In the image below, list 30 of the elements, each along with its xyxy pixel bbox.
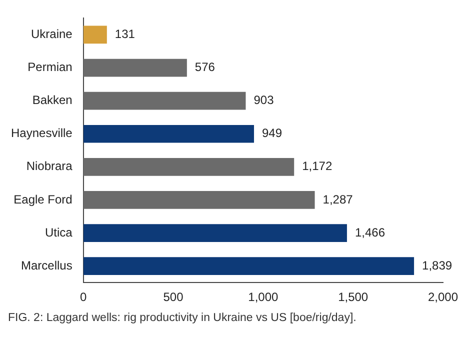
bar (83, 191, 315, 209)
x-tick-label: 1,500 (338, 290, 368, 304)
data-label: 1,839 (422, 258, 452, 272)
bar (83, 26, 107, 44)
y-tick-label: Permian (28, 60, 72, 74)
data-label: 903 (254, 93, 274, 108)
text: FIG. 2: Laggard wells: rig productivity in Ukraine vs US [boe/rig/day]. (8, 312, 358, 324)
data-label: 1,172 (302, 159, 332, 174)
x-tick-label: 2,000 (428, 290, 458, 304)
data-label: 1,466 (354, 225, 386, 240)
bar (83, 58, 187, 77)
bar (83, 92, 246, 110)
y-tick-label: Eagle Ford (14, 192, 72, 206)
bar (83, 158, 294, 176)
y-tick-label: Niobrara (26, 159, 73, 174)
y-tick-label: Utica (45, 225, 73, 240)
data-label: 1,287 (322, 192, 354, 206)
y-tick-label: Marcellus (21, 258, 72, 272)
y-tick-label: Bakken (32, 93, 72, 108)
bar (83, 257, 414, 275)
x-tick-label: 500 (163, 290, 184, 304)
data-label: 131 (114, 27, 136, 42)
bar (83, 224, 347, 242)
x-tick-label: 0 (80, 290, 88, 304)
y-tick-label: Ukraine (31, 27, 73, 42)
data-label: 949 (262, 126, 282, 140)
bar (83, 124, 254, 143)
data-label: 576 (194, 60, 216, 74)
x-tick-label: 1,000 (248, 290, 279, 304)
y-tick-label: Haynesville (11, 126, 73, 140)
